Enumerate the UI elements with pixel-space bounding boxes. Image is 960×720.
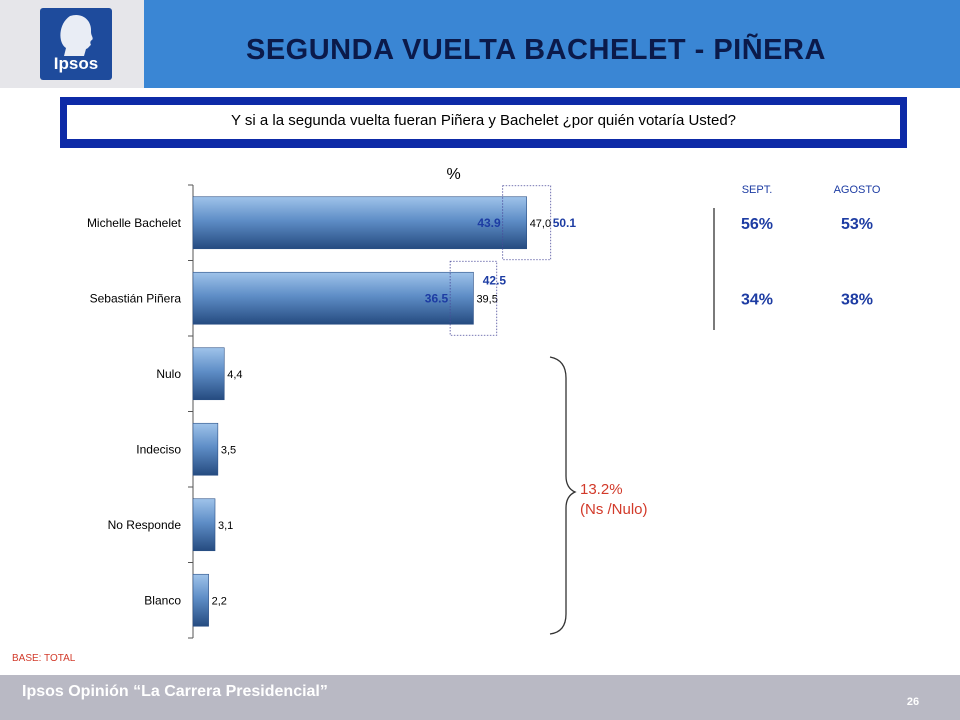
category-label: Sebastián Piñera [90,291,182,305]
bracket-total-label: 13.2% [580,481,623,498]
header-band [0,0,960,88]
comparison-value: 34% [741,291,773,308]
comparison-header: AGOSTO [834,184,881,196]
base-label: BASE: TOTAL [12,653,76,664]
category-label: Blanco [144,593,181,607]
range-high-label: 50.1 [553,216,577,230]
bar [192,498,216,552]
confidence-range-box [502,185,552,261]
bar [192,573,209,627]
footer-band [0,675,960,720]
page-number: 26 [906,696,920,708]
question-box: Y si a la segunda vuelta fueran Piñera y… [60,97,907,148]
curly-brace [549,356,577,635]
value-label: 39,5 [476,293,497,305]
value-label: 3,1 [218,520,233,532]
value-label: 4,4 [227,369,242,381]
page-title: SEGUNDA VUELTA BACHELET - PIÑERA [246,34,826,66]
bracket-note: (Ns /Nulo) [580,501,648,518]
bar [192,271,474,325]
ipsos-logo: Ipsos [40,8,112,80]
logo-panel: Ipsos [0,0,144,88]
category-label: Michelle Bachelet [87,216,182,230]
bar [192,422,219,476]
value-label: 47,0 [530,218,551,230]
value-label: 3,5 [221,444,236,456]
value-label: 2,2 [212,595,227,607]
bar [192,347,225,401]
comparison-value: 53% [841,216,873,233]
comparison-value: 56% [741,216,773,233]
footer-title: Ipsos Opinión “La Carrera Presidencial” [22,683,328,700]
range-low-label: 43.9 [477,216,501,230]
range-low-label: 36.5 [425,291,449,305]
category-label: Nulo [156,367,181,381]
comparison-value: 38% [841,291,873,308]
logo-text: Ipsos [53,54,99,73]
bar-chart: % Michelle Bachelet 47,0 Sebastián Piñera 39… [87,166,881,639]
category-label: No Responde [108,518,182,532]
bar [192,196,528,250]
category-label: Indeciso [136,442,181,456]
range-high-label: 42.5 [483,273,507,287]
unit-label: % [446,166,460,183]
question-text: Y si a la segunda vuelta fueran Piñera y… [67,105,900,139]
head-silhouette-icon [60,14,93,57]
comparison-header: SEPT. [742,184,773,196]
confidence-range-box [449,260,498,336]
